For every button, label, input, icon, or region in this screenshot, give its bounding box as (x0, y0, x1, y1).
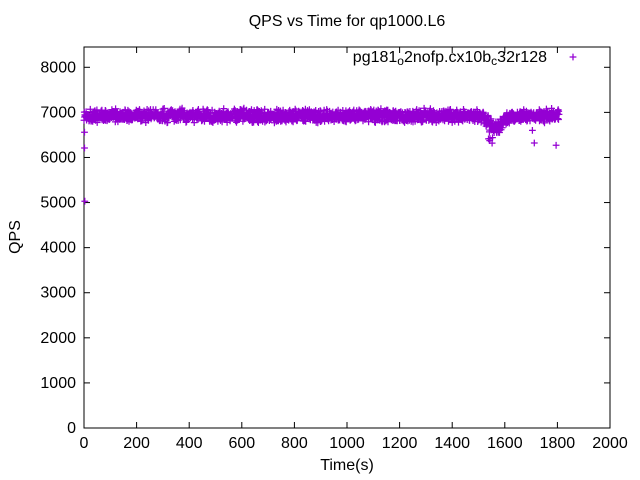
legend-label-part: 32r128 (497, 49, 547, 66)
y-tick-label: 2000 (40, 330, 76, 347)
legend-label-subscript: c (491, 54, 497, 68)
scatter-points (80, 104, 563, 205)
x-tick-label: 400 (176, 435, 203, 452)
x-tick-label: 1600 (487, 435, 523, 452)
plot-border (83, 46, 611, 429)
y-tick-label: 5000 (40, 195, 76, 212)
axis-tick-labels: 0 200 400 600 800 1000 1200 1400 1600 1800 2000 0 10… (40, 59, 627, 452)
x-tick-label: 200 (123, 435, 150, 452)
y-tick-label: 6000 (40, 149, 76, 166)
x-tick-label: 800 (281, 435, 308, 452)
y-tick-label: 7000 (40, 104, 76, 121)
x-tick-label: 2000 (592, 435, 628, 452)
legend-label-part: pg181 (353, 49, 398, 66)
x-tick-label: 1400 (434, 435, 470, 452)
legend: pg181o2nofp.cx10bc32r128 (353, 49, 577, 68)
x-tick-label: 1000 (329, 435, 365, 452)
y-tick-label: 3000 (40, 285, 76, 302)
legend-series-label: pg181o2nofp.cx10bc32r128 (353, 49, 547, 68)
y-axis-label: QPS (7, 220, 24, 254)
y-tick-label: 0 (67, 420, 76, 437)
y-tick-label: 4000 (40, 240, 76, 257)
x-tick-label: 1200 (382, 435, 418, 452)
x-tick-label: 0 (80, 435, 89, 452)
x-tick-label: 1800 (540, 435, 576, 452)
legend-label-subscript: o (397, 54, 404, 68)
axis-ticks (83, 47, 611, 429)
legend-label-part: 2nofp.cx10b (404, 49, 491, 66)
legend-plus-marker-icon (569, 53, 577, 61)
x-axis-label: Time(s) (320, 457, 374, 474)
x-tick-label: 600 (228, 435, 255, 452)
y-tick-label: 1000 (40, 375, 76, 392)
y-tick-label: 8000 (40, 59, 76, 76)
chart-title: QPS vs Time for qp1000.L6 (249, 13, 446, 30)
